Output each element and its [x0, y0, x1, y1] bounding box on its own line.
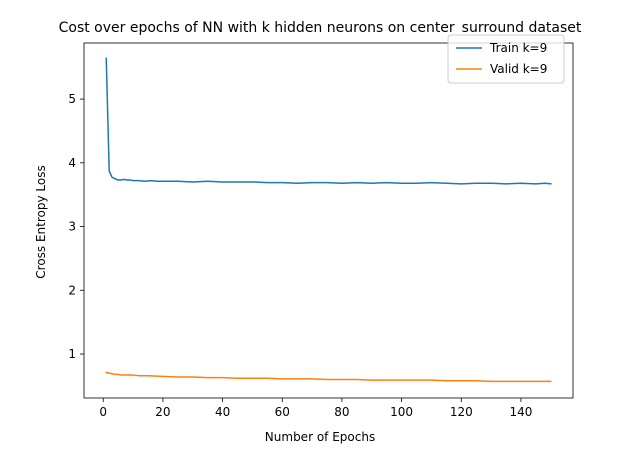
x-tick-label: 140: [509, 405, 532, 419]
x-tick-label: 80: [334, 405, 349, 419]
legend: Train k=9 Valid k=9: [447, 34, 565, 84]
x-tick-label: 100: [390, 405, 413, 419]
axes-frame: [83, 42, 574, 399]
x-axis-label: Number of Epochs: [265, 430, 375, 444]
y-tick-label: 4: [68, 156, 76, 170]
y-tick-label: 5: [68, 92, 76, 106]
chart-title: Cost over epochs of NN with k hidden neu…: [59, 20, 582, 36]
plot-area: 0 20 40 60 80 100 120 140 1 2 3 4 5: [68, 42, 574, 419]
series-line-valid: [105, 371, 552, 383]
y-tick-label: 1: [68, 347, 76, 361]
x-tick-label: 60: [275, 405, 290, 419]
legend-label: Train k=9: [489, 41, 547, 55]
legend-label: Valid k=9: [490, 62, 547, 76]
x-tick-label: 120: [450, 405, 473, 419]
y-tick-label: 2: [68, 283, 76, 297]
x-tick-label: 40: [215, 405, 230, 419]
series-line-train: [105, 57, 552, 185]
x-tick-label: 20: [155, 405, 170, 419]
x-tick-label: 0: [99, 405, 107, 419]
y-axis-label: Cross Entropy Loss: [34, 165, 48, 278]
legend-box: [447, 34, 565, 84]
y-tick-label: 3: [68, 220, 76, 234]
